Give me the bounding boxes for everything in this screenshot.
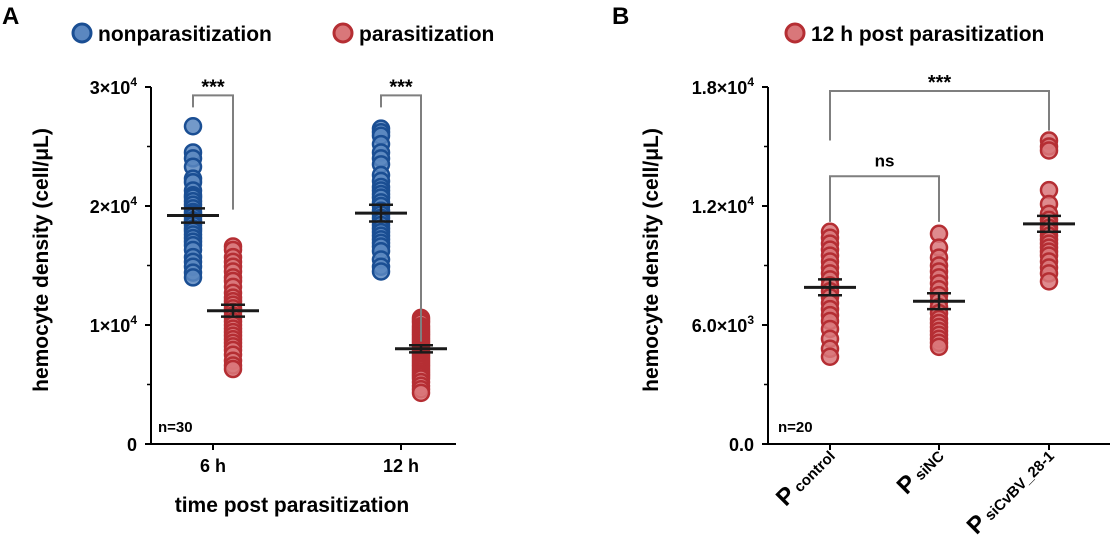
panel-a-y-tick-base: 1×10 <box>90 316 131 336</box>
panel-b-x-tick-sub: siNC <box>909 448 948 487</box>
panel-a-significance-bracket <box>380 94 422 342</box>
panel-a-n-label: n=30 <box>158 419 193 436</box>
panel-a-data-point <box>411 383 431 403</box>
panel-a-xlabel: time post parasitization <box>175 494 410 517</box>
panel-b-n-label: n=20 <box>778 419 813 436</box>
panel-b-legend-marker <box>784 22 806 44</box>
panel-b-legend-label: 12 h post parasitization <box>811 23 1044 46</box>
panel-b-y-tick-exp: 3 <box>747 313 754 327</box>
panel-a-data-point <box>223 359 243 379</box>
panel-b-y-tick-exp: 4 <box>747 75 754 89</box>
panel-a-y-tick-label: 3×104 <box>90 75 138 98</box>
panel-a-y-tick-label: 0 <box>127 435 137 455</box>
panel-b-significance-label: *** <box>928 72 952 94</box>
panel-b-x-tick-sub: siCvBV_28-1 <box>979 448 1058 527</box>
panel-b-ylabel: hemocyte density (cell/μL) <box>640 128 663 392</box>
panel-b-y-tick-label: 1.8×104 <box>692 75 755 98</box>
panel-b-x-tick-label: P siNC <box>892 442 950 500</box>
panel-a-data-point <box>183 117 203 136</box>
panel-b-data-point <box>1039 272 1059 291</box>
panel-a-y-tick-exp: 4 <box>130 194 137 208</box>
panel-b-y-tick-base: 1.8×10 <box>692 78 748 98</box>
panel-a-significance-label: *** <box>201 76 225 98</box>
panel-a-significance-bracket <box>192 94 234 210</box>
panel-b-y-tick-base: 1.2×10 <box>692 197 748 217</box>
panel-b-y-tick-label: 1.2×104 <box>692 194 755 217</box>
panel-a-y-tick-base: 3×10 <box>90 78 131 98</box>
panel-a-y-tick-label: 2×104 <box>90 194 138 217</box>
panel-a-label: A <box>2 3 19 30</box>
panel-b-significance-label: ns <box>875 151 895 170</box>
panel-a-significance-label: *** <box>389 76 413 98</box>
panel-a-ylabel: hemocyte density (cell/μL) <box>30 128 53 392</box>
panel-a-legend-marker <box>332 22 354 44</box>
panel-b-y-tick-exp: 4 <box>747 194 754 208</box>
panel-b-x-tick-label: P control <box>771 442 840 511</box>
panel-b-x-tick-label: P siCvBV_28-1 <box>962 442 1060 540</box>
panel-a-x-tick-label: 12 h <box>383 456 419 476</box>
panel-b-y-tick-label: 0.0 <box>729 435 754 455</box>
panel-a-y-tick-label: 1×104 <box>90 313 138 336</box>
panel-b-y-tick-label: 6.0×103 <box>692 313 755 336</box>
panel-a-y-tick-exp: 4 <box>130 313 137 327</box>
panel-a-legend-label: nonparasitization <box>98 23 272 46</box>
panel-a-y-tick-base: 0 <box>127 435 137 455</box>
panel-b-data-point <box>929 337 949 357</box>
panel-b-significance-bracket <box>829 89 1050 141</box>
panel-b-data-point <box>1039 141 1059 160</box>
panel-b-y-tick-base: 0.0 <box>729 435 754 455</box>
panel-a-data-point <box>371 262 391 281</box>
panel-a-x-tick-label: 6 h <box>200 456 226 476</box>
panel-b-data-point <box>820 347 840 366</box>
panel-a-legend-label: parasitization <box>359 23 494 46</box>
panel-b-x-tick-sub: control <box>788 448 839 499</box>
panel-a-y-tick-exp: 4 <box>130 75 137 89</box>
panel-b-y-tick-base: 6.0×10 <box>692 316 748 336</box>
panel-b-label: B <box>612 3 629 30</box>
panel-b-significance-bracket <box>829 175 940 222</box>
panel-a-data-point <box>183 268 203 287</box>
panel-a-y-tick-base: 2×10 <box>90 197 131 217</box>
panel-a-legend-marker <box>71 22 93 44</box>
